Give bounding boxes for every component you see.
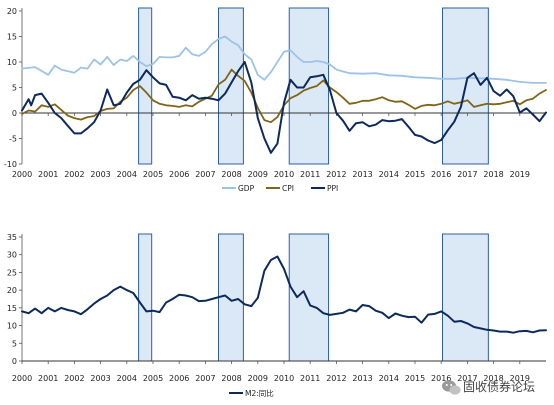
x-tick-label: 2015 <box>405 170 425 179</box>
x-tick-label: 2016 <box>431 374 451 383</box>
x-tick-label: 2009 <box>248 374 268 383</box>
x-tick-label: 2004 <box>117 170 137 179</box>
x-tick-label: 2008 <box>221 374 241 383</box>
shaded-period-2 <box>218 7 244 165</box>
x-tick-label: 2006 <box>169 170 189 179</box>
x-tick-label: 2001 <box>38 374 58 383</box>
x-tick-label: 2009 <box>248 170 268 179</box>
x-tick-label: 2002 <box>64 374 84 383</box>
x-tick-label: 2018 <box>483 170 503 179</box>
y-tick-label: 0 <box>12 357 17 366</box>
x-tick-label: 2015 <box>405 374 425 383</box>
legend-label: GDP <box>238 184 255 193</box>
legend-label: M2:同比 <box>245 388 274 398</box>
legend-label: CPI <box>282 184 294 193</box>
shaded-period-1 <box>138 233 153 362</box>
y-tick-label: 10 <box>7 58 17 67</box>
x-tick-label: 2006 <box>169 374 189 383</box>
legend-label: PPI <box>327 184 338 193</box>
x-tick-label: 2001 <box>38 170 58 179</box>
x-tick-label: 2002 <box>64 170 84 179</box>
shaded-period-3 <box>288 233 330 362</box>
x-tick-label: 2014 <box>379 170 399 179</box>
y-tick-label: 20 <box>7 286 17 295</box>
x-tick-label: 2019 <box>510 374 530 383</box>
series-line-ppi <box>21 61 547 154</box>
y-tick-label: -5 <box>9 135 17 144</box>
x-tick-label: 2004 <box>117 374 137 383</box>
x-tick-label: 2011 <box>300 170 320 179</box>
series-line-gdp <box>21 35 547 84</box>
x-tick-label: 2013 <box>352 374 372 383</box>
x-tick-label: 2008 <box>221 170 241 179</box>
x-tick-label: 2014 <box>379 374 399 383</box>
chart-bottom-m2: 0 5 10 15 20 25 30 35 2000 2001 2002 2003 2004 2005 20… <box>7 233 547 398</box>
x-tick-label: 2003 <box>90 374 110 383</box>
x-tick-label: 2010 <box>274 170 294 179</box>
x-tick-label: 2005 <box>143 374 163 383</box>
y-tick-label: 35 <box>7 233 17 242</box>
x-tick-label: 2017 <box>457 170 477 179</box>
x-tick-label: 2012 <box>326 170 346 179</box>
watermark: 固收债券论坛 <box>442 379 535 395</box>
y-tick-label: 5 <box>12 339 17 348</box>
chart-top-ppi-cpi-gdp: -10 -5 0 5 10 15 20 2000 2001 2002 2003 2004 2005 200… <box>4 7 547 193</box>
x-tick-label: 2017 <box>457 374 477 383</box>
y-tick-label: -10 <box>4 160 17 169</box>
x-tick-label: 2003 <box>90 170 110 179</box>
x-tick-label: 2005 <box>143 170 163 179</box>
x-tick-label: 2011 <box>300 374 320 383</box>
y-tick-label: 25 <box>7 268 17 277</box>
watermark-text: 固收债券论坛 <box>463 379 535 394</box>
x-tick-label: 2012 <box>326 374 346 383</box>
y-tick-label: 30 <box>7 251 17 260</box>
shaded-period-4 <box>442 233 489 362</box>
x-tick-label: 2007 <box>195 374 215 383</box>
x-tick-label: 2013 <box>352 170 372 179</box>
y-tick-label: 15 <box>7 33 17 42</box>
x-tick-label: 2019 <box>510 170 530 179</box>
y-tick-label: 0 <box>12 109 17 118</box>
y-tick-label: 10 <box>7 322 17 331</box>
x-tick-label: 2018 <box>483 374 503 383</box>
series-line-m2 <box>21 255 547 334</box>
y-tick-label: 5 <box>12 84 17 93</box>
wechat-icon <box>442 380 461 395</box>
y-tick-label: 20 <box>7 7 17 16</box>
x-tick-label: 2016 <box>431 170 451 179</box>
x-tick-label: 2000 <box>12 170 32 179</box>
x-tick-label: 2007 <box>195 170 215 179</box>
y-tick-label: 15 <box>7 304 17 313</box>
x-tick-label: 2000 <box>12 374 32 383</box>
x-tick-label: 2010 <box>274 374 294 383</box>
shaded-period-2 <box>218 233 244 362</box>
